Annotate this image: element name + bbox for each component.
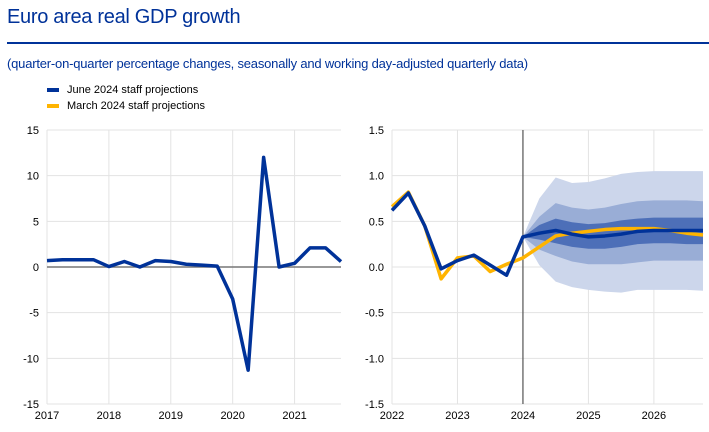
y-tick-label: -1.0 <box>365 353 384 365</box>
legend-item-june: June 2024 staff projections <box>47 82 205 98</box>
y-tick-label: 10 <box>27 171 39 183</box>
series-line-june <box>390 191 703 277</box>
y-tick-label: 5 <box>33 216 39 228</box>
y-tick-label: -10 <box>23 353 39 365</box>
uncertainty-band <box>522 217 703 249</box>
x-tick-label: 2020 <box>220 410 244 422</box>
x-tick-label: 2021 <box>282 410 306 422</box>
x-tick-label: 2019 <box>159 410 183 422</box>
y-tick-label: 15 <box>27 125 39 137</box>
x-tick-label: 2026 <box>642 410 666 422</box>
y-tick-label: 0 <box>33 262 39 274</box>
x-tick-label: 2017 <box>35 410 59 422</box>
y-tick-label: -1.5 <box>365 399 384 411</box>
chart-title: Euro area real GDP growth <box>7 6 241 28</box>
legend-item-march: March 2024 staff projections <box>47 98 205 114</box>
legend: June 2024 staff projections March 2024 s… <box>47 82 205 114</box>
y-tick-label: -15 <box>23 399 39 411</box>
legend-swatch-march <box>47 104 59 108</box>
y-tick-label: 0.0 <box>369 262 384 274</box>
y-tick-label: -5 <box>29 308 39 320</box>
y-tick-label: 1.0 <box>369 171 384 183</box>
y-tick-label: 1.5 <box>369 125 384 137</box>
x-tick-label: 2022 <box>380 410 404 422</box>
x-tick-label: 2018 <box>97 410 121 422</box>
y-tick-label: 0.5 <box>369 216 384 228</box>
legend-label-march: March 2024 staff projections <box>67 100 205 112</box>
x-tick-label: 2023 <box>445 410 469 422</box>
series-line-march <box>390 190 704 281</box>
y-tick-label: -0.5 <box>365 308 384 320</box>
legend-swatch-june <box>47 88 59 92</box>
x-tick-label: 2024 <box>511 410 535 422</box>
legend-label-june: June 2024 staff projections <box>67 84 199 96</box>
x-tick-label: 2025 <box>576 410 600 422</box>
title-divider <box>7 42 709 44</box>
chart-subtitle: (quarter-on-quarter percentage changes, … <box>7 56 528 71</box>
series-line-june <box>46 155 343 372</box>
